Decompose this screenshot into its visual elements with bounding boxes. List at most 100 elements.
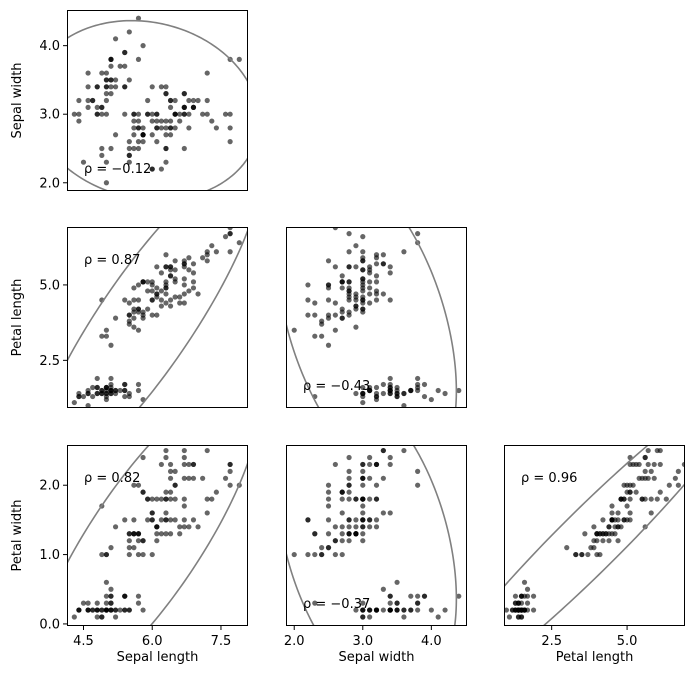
data-point: [167, 125, 174, 131]
data-point: [103, 333, 110, 339]
data-point: [339, 306, 345, 312]
data-point: [530, 593, 537, 599]
data-point: [663, 496, 669, 502]
data-point: [76, 111, 82, 117]
data-point: [112, 77, 119, 83]
data-point: [158, 531, 164, 537]
data-point: [131, 545, 137, 551]
data-point: [149, 166, 155, 172]
data-point: [325, 531, 332, 537]
data-point: [135, 15, 142, 21]
data-point: [186, 255, 192, 261]
data-point: [135, 538, 142, 544]
data-point: [408, 387, 414, 394]
data-point: [312, 333, 318, 339]
data-point: [167, 468, 174, 474]
correlation-label: ρ = −0.12: [84, 162, 151, 177]
data-point: [339, 551, 345, 558]
data-point: [380, 607, 386, 613]
data-point: [325, 517, 332, 523]
data-point: [394, 600, 400, 606]
data-point: [360, 384, 366, 391]
data-point: [236, 56, 242, 62]
data-point: [597, 531, 603, 537]
data-point: [94, 607, 100, 613]
data-point: [515, 600, 522, 606]
data-point: [172, 258, 178, 264]
data-point: [367, 279, 373, 285]
data-point: [204, 496, 210, 502]
data-point: [387, 270, 393, 276]
data-point: [145, 288, 151, 294]
data-point: [380, 252, 386, 258]
data-point: [149, 496, 155, 502]
y-axis-label: Sepal width: [10, 62, 25, 138]
data-point: [627, 496, 633, 502]
data-point: [360, 468, 366, 474]
correlation-label: ρ = 0.87: [84, 253, 140, 268]
data-point: [181, 145, 187, 152]
data-point: [642, 468, 648, 474]
data-point: [85, 84, 91, 90]
data-point: [177, 294, 183, 300]
data-point: [346, 496, 352, 502]
data-point: [332, 538, 338, 544]
data-point: [103, 97, 110, 104]
data-point: [158, 461, 164, 468]
data-point: [131, 517, 137, 523]
data-point: [135, 139, 142, 145]
y-tick-label: 0.0: [39, 617, 60, 632]
data-point: [360, 461, 366, 468]
data-point: [339, 273, 345, 279]
data-point: [360, 482, 366, 488]
data-point: [90, 393, 96, 400]
data-point: [154, 125, 160, 131]
data-point: [177, 118, 183, 124]
data-point: [103, 384, 110, 391]
data-point: [181, 300, 187, 306]
data-point: [195, 291, 201, 297]
data-point: [158, 297, 164, 303]
data-point: [360, 249, 366, 255]
data-point: [401, 447, 407, 454]
data-point: [435, 387, 441, 394]
data-point: [163, 510, 169, 516]
data-point: [227, 468, 233, 474]
data-point: [394, 384, 400, 391]
data-point: [190, 104, 197, 110]
data-point: [186, 125, 192, 131]
data-point: [71, 399, 77, 406]
data-point: [621, 482, 627, 488]
data-point: [167, 97, 174, 104]
data-point: [353, 390, 359, 397]
confidence-ellipse: [286, 227, 458, 408]
data-point: [154, 118, 160, 124]
data-point: [99, 152, 105, 158]
data-point: [122, 49, 128, 56]
data-point: [325, 545, 332, 551]
data-point: [99, 111, 105, 117]
data-point: [515, 614, 522, 620]
data-point: [204, 258, 210, 264]
data-point: [346, 454, 352, 461]
data-point: [325, 503, 332, 509]
data-point: [99, 551, 105, 558]
data-point: [181, 461, 187, 468]
data-point: [373, 482, 380, 488]
data-point: [158, 517, 164, 523]
data-point: [103, 593, 110, 599]
y-tick-label: 1.0: [39, 548, 60, 563]
data-point: [158, 496, 164, 502]
data-point: [94, 384, 100, 391]
data-point: [108, 607, 114, 613]
data-point: [421, 381, 428, 388]
data-point: [154, 524, 160, 530]
data-point: [373, 384, 380, 391]
data-point: [112, 84, 119, 90]
data-point: [367, 461, 373, 468]
data-point: [339, 489, 345, 495]
data-point: [209, 496, 215, 502]
data-point: [373, 273, 380, 279]
data-point: [227, 461, 233, 468]
